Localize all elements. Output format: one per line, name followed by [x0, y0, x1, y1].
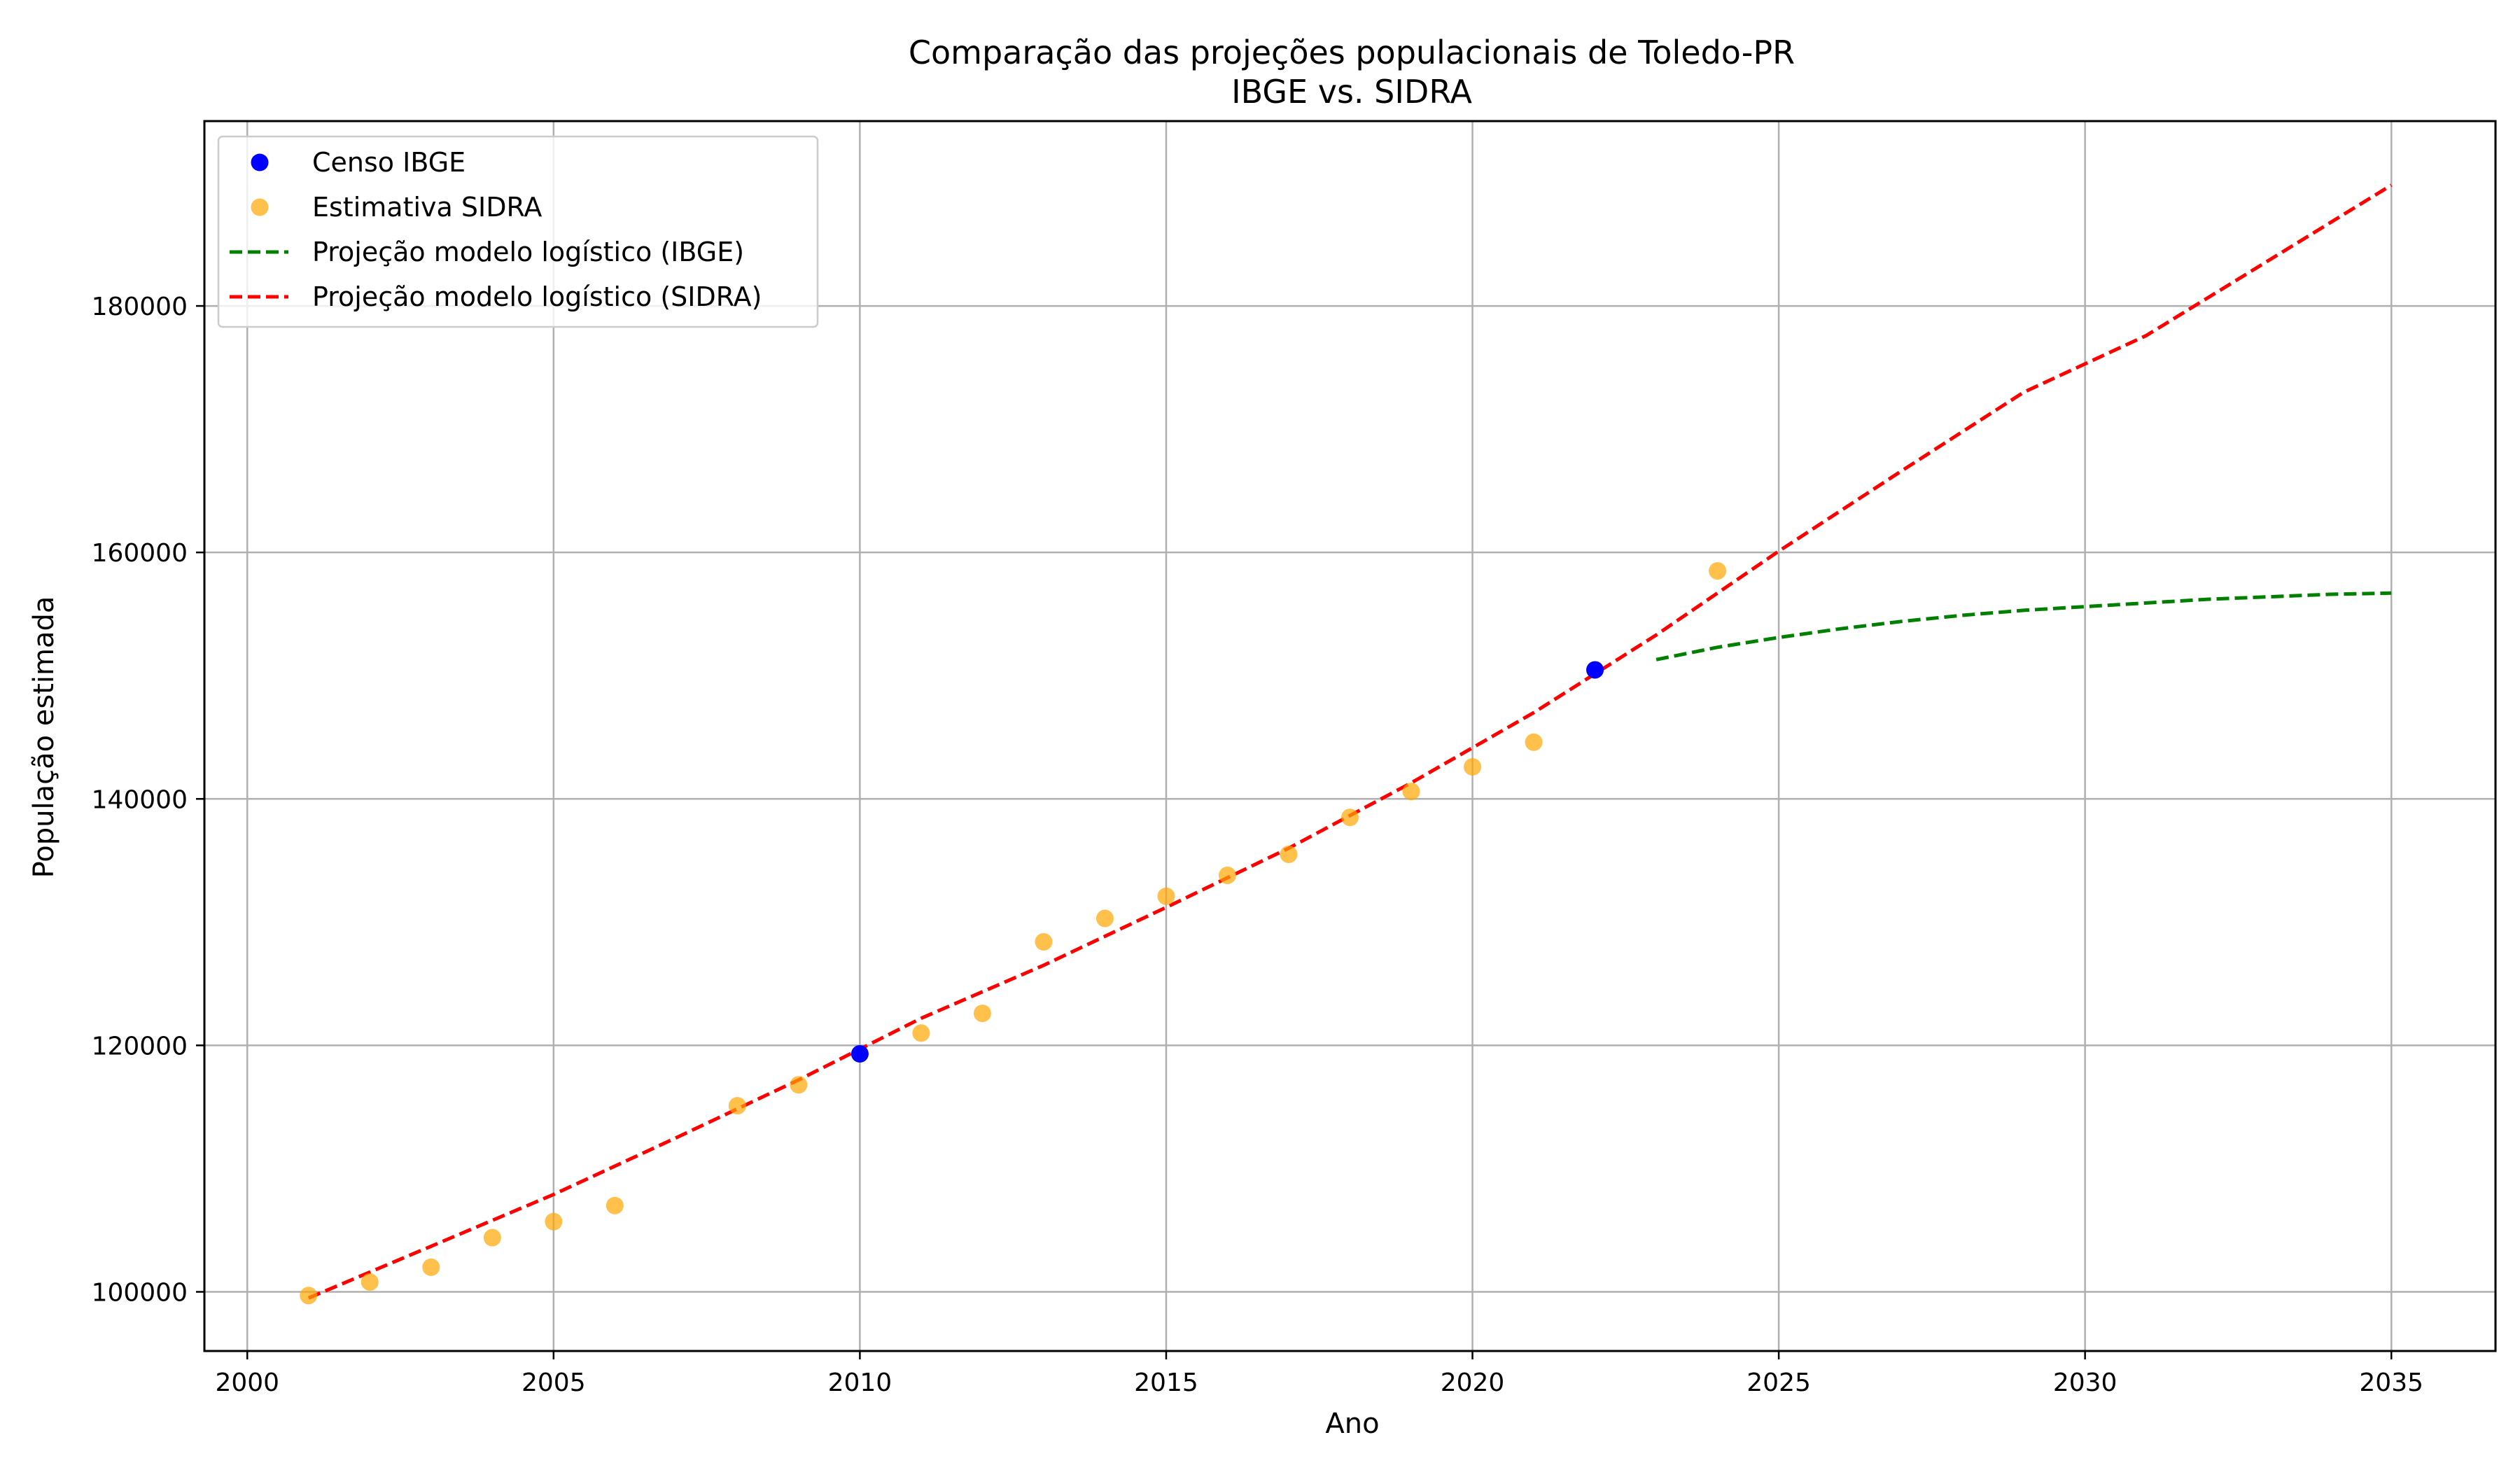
data-point: [422, 1258, 440, 1276]
data-point: [728, 1097, 746, 1115]
data-point: [912, 1024, 930, 1042]
data-point: [790, 1076, 808, 1094]
x-tick-label: 2010: [828, 1368, 892, 1397]
data-point: [606, 1196, 624, 1214]
legend: Censo IBGE Estimativa SIDRA Projeção model…: [217, 135, 819, 328]
y-axis-label: População estimada: [28, 596, 60, 878]
data-point: [1464, 758, 1482, 776]
y-tick-label: 120000: [92, 1032, 188, 1060]
data-point: [1280, 846, 1298, 864]
grid: [204, 121, 2496, 1351]
data-point: [973, 1004, 991, 1023]
data-point: [1157, 887, 1175, 905]
x-axis-label: Ano: [1325, 1408, 1379, 1440]
data-point: [1096, 909, 1114, 927]
data-point: [1586, 661, 1604, 679]
data-point: [1709, 562, 1727, 580]
series-line: [1656, 591, 2392, 662]
data-point: [1402, 783, 1420, 801]
data-point: [1341, 808, 1359, 827]
legend-label: Estimativa SIDRA: [312, 192, 542, 223]
axis-ticks: 2000 2005 2010 2015 2020 2025 2030 2035 100000 12…: [92, 293, 2423, 1397]
x-tick-label: 2025: [1746, 1368, 1811, 1397]
y-tick-label: 160000: [92, 539, 188, 568]
plot-frame: [203, 120, 2497, 1352]
chart-title: Comparação das projeções populacionais d…: [909, 34, 1795, 71]
legend-label: Projeção modelo logístico (SIDRA): [312, 281, 762, 312]
data-point: [483, 1228, 501, 1247]
y-tick-label: 180000: [92, 293, 188, 321]
x-tick-label: 2035: [2359, 1368, 2423, 1397]
data-point: [360, 1273, 379, 1291]
data-point: [1525, 733, 1543, 751]
y-tick-label: 100000: [92, 1278, 188, 1307]
data-point: [300, 1287, 318, 1305]
legend-label: Projeção modelo logístico (IBGE): [312, 237, 744, 267]
legend-box: [217, 135, 819, 328]
data-point: [1218, 866, 1236, 884]
legend-marker: [251, 198, 269, 216]
legend-label: Censo IBGE: [312, 147, 465, 178]
plot-area: [300, 183, 2393, 1305]
x-tick-label: 2020: [1441, 1368, 1505, 1397]
x-tick-label: 2000: [215, 1368, 279, 1397]
data-point: [545, 1212, 563, 1231]
legend-marker: [251, 153, 269, 172]
x-tick-label: 2030: [2053, 1368, 2118, 1397]
x-tick-label: 2015: [1134, 1368, 1198, 1397]
data-point: [850, 1044, 869, 1063]
x-tick-label: 2005: [522, 1368, 586, 1397]
chart-subtitle: IBGE vs. SIDRA: [1231, 73, 1472, 111]
data-point: [1035, 933, 1053, 951]
y-tick-label: 140000: [92, 785, 188, 814]
